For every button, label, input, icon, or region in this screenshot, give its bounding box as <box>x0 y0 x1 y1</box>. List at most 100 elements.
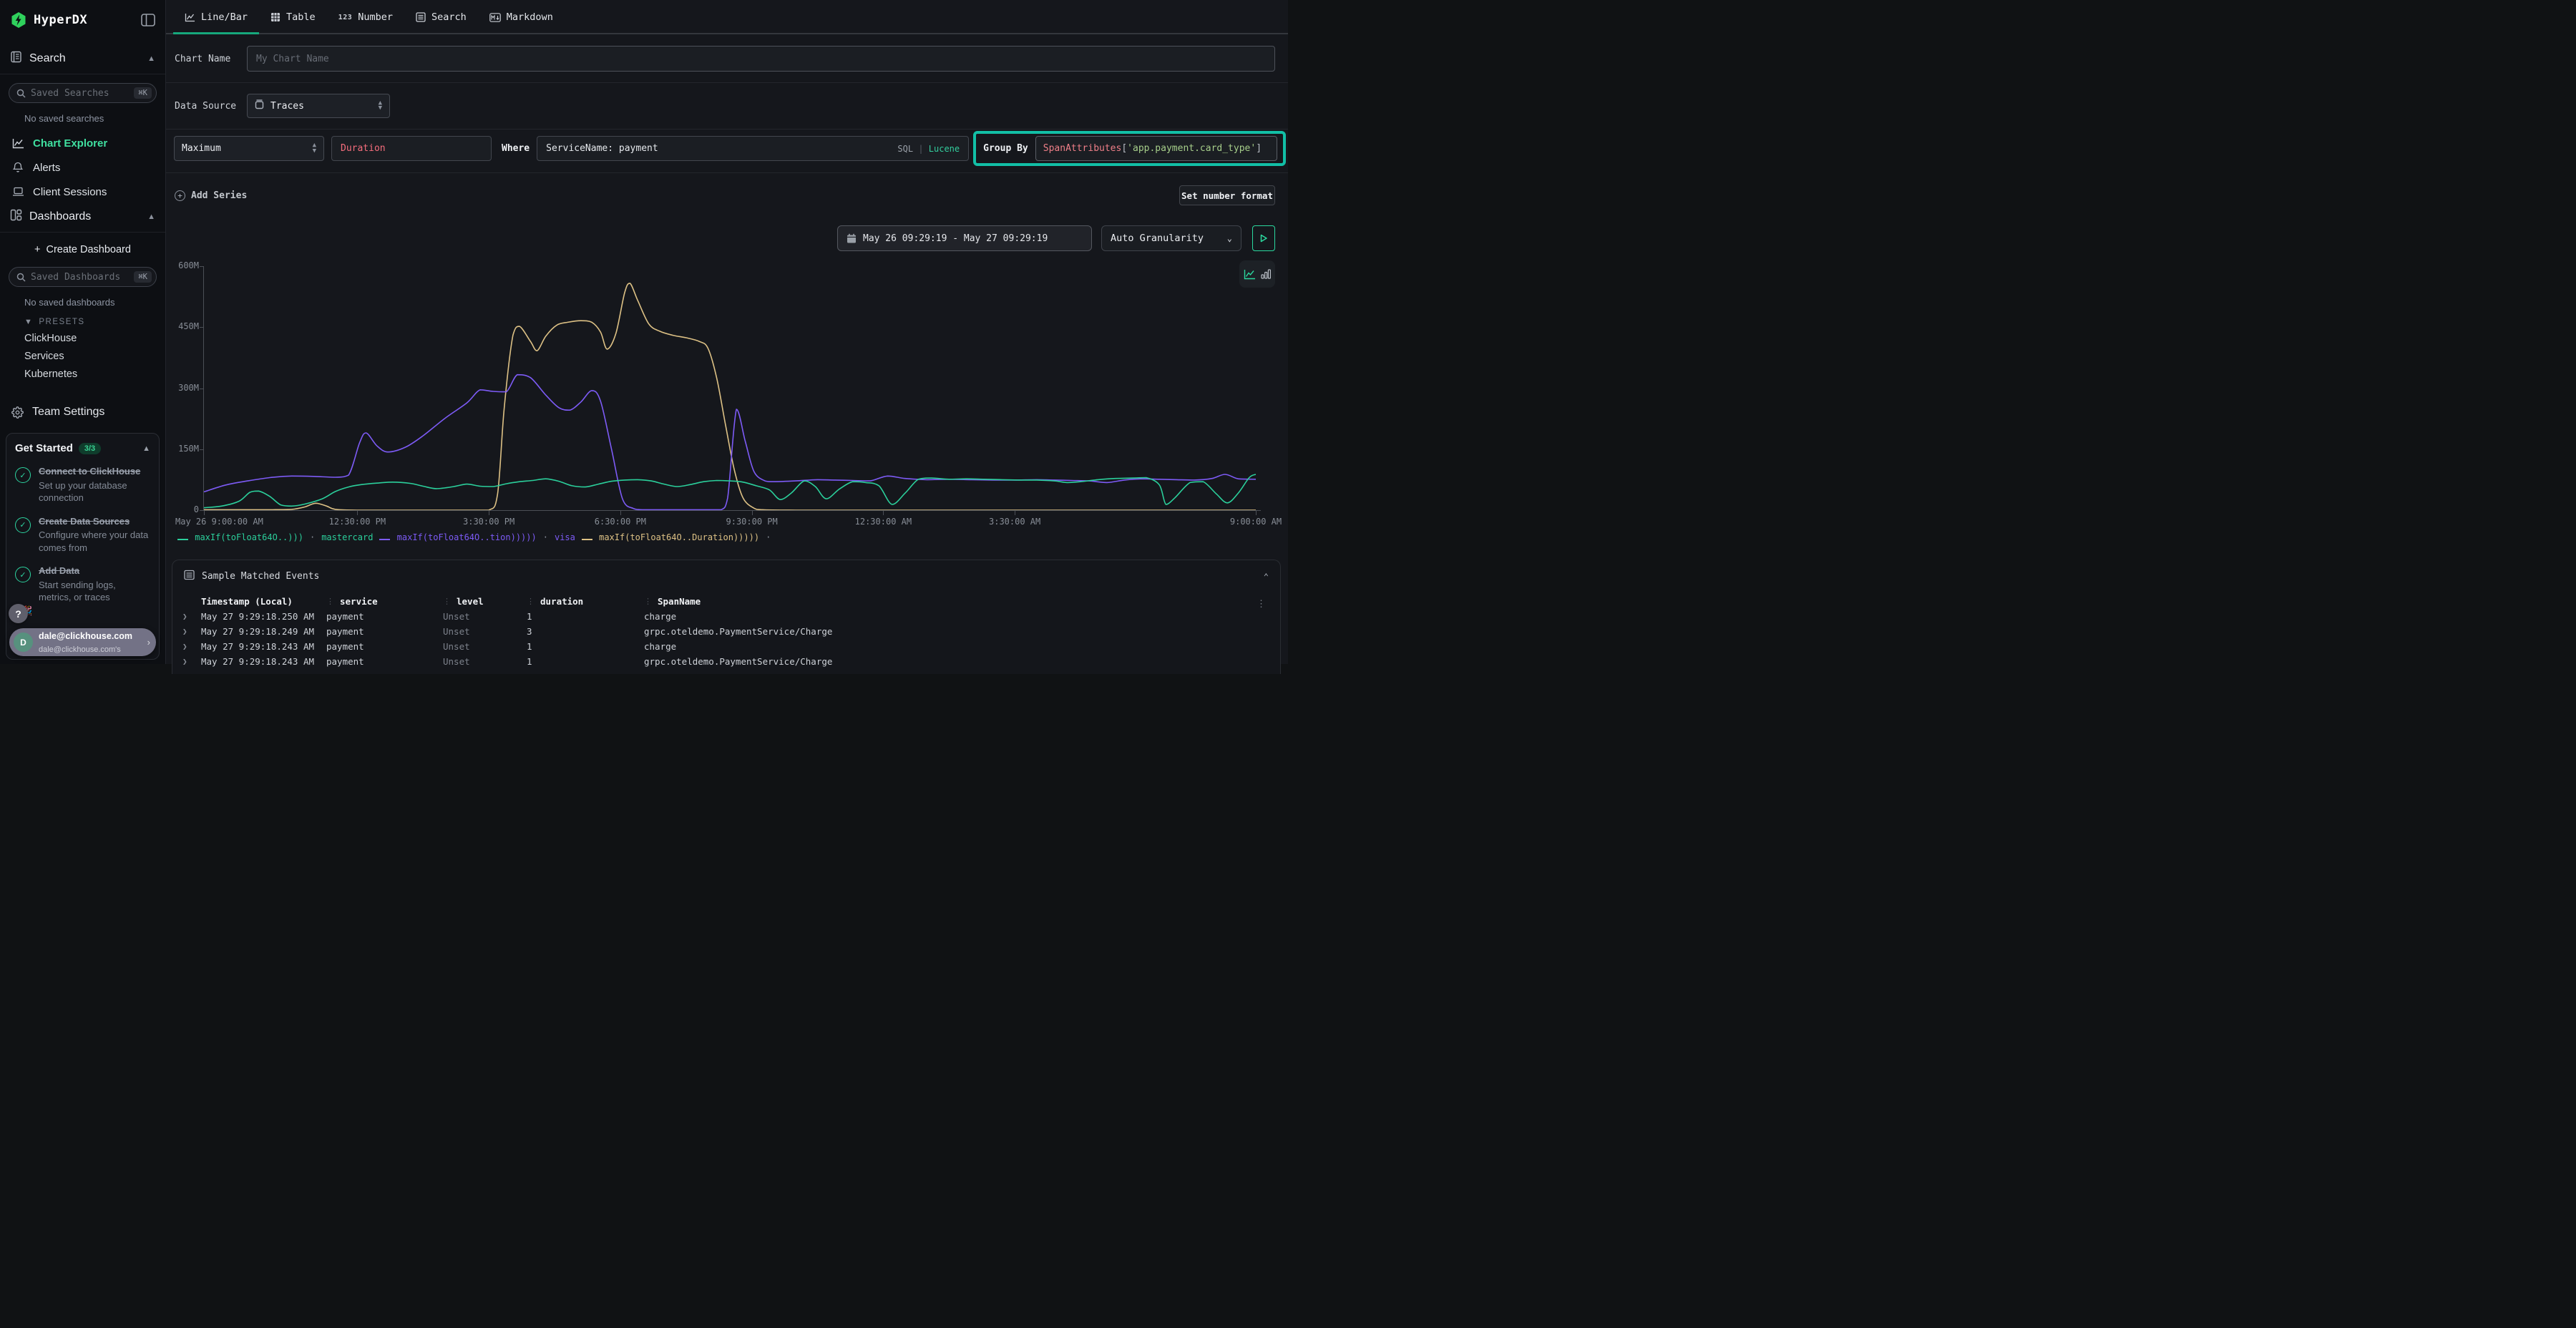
legend-swatch <box>581 539 592 540</box>
x-axis-tick <box>357 510 358 515</box>
table-row[interactable]: ❯ May 27 9:29:18.243 AM payment Unset 1 charg… <box>172 639 1280 654</box>
get-started-items: ✓ Connect to ClickHouse Set up your databa… <box>15 465 150 604</box>
x-axis-tick-label: 9:30:00 PM <box>726 517 778 527</box>
where-label: Where <box>502 143 530 154</box>
tab-markdown[interactable]: Markdown <box>478 0 565 34</box>
presets-toggle[interactable]: ▼ PRESETS <box>24 318 85 326</box>
legend-group-value[interactable]: visa <box>554 532 575 542</box>
tab-number[interactable]: 123 Number <box>327 0 404 34</box>
checklist-item-desc: Configure where your data comes from <box>39 529 149 553</box>
legend-item[interactable]: maxIf(toFloat64O..))) <box>177 532 303 542</box>
group-by-input[interactable]: SpanAttributes['app.payment.card_type'] <box>1035 136 1277 161</box>
table-row[interactable]: ❯ May 27 9:29:18.250 AM payment Unset 1 charg… <box>172 609 1280 624</box>
series-line-visa <box>204 374 1256 510</box>
sidebar-section-dashboards[interactable]: Dashboards ▲ <box>0 208 165 233</box>
dashboards-icon <box>10 209 22 225</box>
sidebar-item-label: Client Sessions <box>33 185 107 198</box>
sidebar-section-search[interactable]: Search ▲ <box>0 50 165 74</box>
column-header-timestamp-local-[interactable]: Timestamp (Local) <box>201 596 326 607</box>
sidebar-item-client-sessions[interactable]: Client Sessions <box>0 181 165 202</box>
row-expand-chevron-icon[interactable]: ❯ <box>182 657 187 666</box>
line-chart-canvas[interactable] <box>204 266 1256 510</box>
sidebar-item-alerts[interactable]: Alerts <box>0 157 165 178</box>
row-expand-chevron-icon[interactable]: ❯ <box>182 627 187 636</box>
chart-legend: maxIf(toFloat64O..))) · mastercard maxIf(t… <box>177 532 771 542</box>
kebab-menu-icon[interactable]: ⋮ <box>1257 599 1266 610</box>
bell-icon <box>11 162 24 173</box>
table-row[interactable]: ❯ May 27 9:29:18.243 AM payment Unset 1 grpc.… <box>172 654 1280 669</box>
set-number-format-button[interactable]: Set number format <box>1179 185 1275 205</box>
checklist-item[interactable]: ✓ Create Data Sources Configure where your… <box>15 515 150 555</box>
bar-chart-toggle-icon[interactable] <box>1261 269 1271 279</box>
x-axis-line <box>203 510 1261 511</box>
help-button[interactable]: ? <box>9 604 28 623</box>
column-resize-handle[interactable]: ⋮ <box>527 596 535 606</box>
cell-duration: 1 <box>527 641 532 652</box>
create-dashboard-button[interactable]: + Create Dashboard <box>34 244 131 255</box>
legend-item[interactable]: maxIf(toFloat64O..tion))))) <box>379 532 537 542</box>
checklist-item[interactable]: ✓ Add Data Start sending logs, metrics, or… <box>15 565 150 604</box>
saved-dashboards-input[interactable]: Saved Dashboards ⌘K <box>9 267 157 287</box>
checklist-item[interactable]: ✓ Connect to ClickHouse Set up your databa… <box>15 465 150 504</box>
field-input[interactable]: Duration <box>331 136 492 161</box>
column-header-service[interactable]: ⋮ service <box>326 596 443 607</box>
tab-label: Number <box>358 11 394 23</box>
preset-services[interactable]: Services <box>24 351 64 362</box>
user-menu[interactable]: D dale@clickhouse.com dale@clickhouse.co… <box>9 628 156 656</box>
line-chart-toggle-icon[interactable] <box>1244 269 1256 280</box>
series-actions-row: + Add Series Set number format <box>175 185 1275 205</box>
cell-level: Unset <box>443 641 470 652</box>
data-source-select[interactable]: Traces ▲ ▼ <box>247 94 390 118</box>
table-row[interactable]: ❯ May 27 9:29:18.249 AM payment Unset 3 grpc.… <box>172 624 1280 639</box>
y-axis-tick <box>200 510 204 511</box>
language-lucene-option[interactable]: Lucene <box>928 143 960 154</box>
preset-kubernetes[interactable]: Kubernetes <box>24 368 78 380</box>
saved-searches-input[interactable]: Saved Searches ⌘K <box>9 83 157 103</box>
tab-search[interactable]: Search <box>404 0 478 34</box>
sidebar-item-team-settings[interactable]: Team Settings <box>0 406 165 419</box>
aggregation-select[interactable]: Maximum ▲ ▼ <box>174 136 324 161</box>
y-axis-tick <box>200 266 204 267</box>
sidebar-item-chart-explorer[interactable]: Chart Explorer <box>0 132 165 154</box>
view-tabs: Line/Bar Table 123 Number Search Markdown <box>166 0 1288 34</box>
chevron-up-icon[interactable]: ⌃ <box>1263 571 1269 582</box>
series-line-unset <box>204 283 1256 510</box>
column-header-spanname[interactable]: ⋮ SpanName <box>644 596 1280 607</box>
sidebar-collapse-icon[interactable] <box>141 14 155 26</box>
column-header-duration[interactable]: ⋮ duration <box>527 596 644 607</box>
date-range-input[interactable]: May 26 09:29:19 - May 27 09:29:19 <box>837 225 1092 251</box>
add-series-button[interactable]: + Add Series <box>175 190 247 201</box>
cell-timestamp-local-: May 27 9:29:18.243 AM <box>201 641 315 652</box>
legend-series-name: maxIf(toFloat64O..Duration))))) <box>593 532 760 542</box>
legend-series-name: maxIf(toFloat64O..tion))))) <box>391 532 537 542</box>
check-circle-icon: ✓ <box>15 517 31 533</box>
chart-name-input[interactable] <box>247 46 1275 72</box>
no-saved-searches-note: No saved searches <box>24 113 104 124</box>
column-resize-handle[interactable]: ⋮ <box>443 596 451 606</box>
column-header-level[interactable]: ⋮ level <box>443 596 527 607</box>
preset-clickhouse[interactable]: ClickHouse <box>24 333 77 344</box>
column-resize-handle[interactable]: ⋮ <box>644 596 652 606</box>
row-expand-chevron-icon[interactable]: ❯ <box>182 612 187 621</box>
language-sql-option[interactable]: SQL <box>897 143 914 154</box>
app-title: HyperDX <box>34 13 88 27</box>
legend-separator: · <box>309 532 316 542</box>
legend-group-value[interactable]: mastercard <box>321 532 374 542</box>
tab-table[interactable]: Table <box>259 0 327 34</box>
legend-item[interactable]: maxIf(toFloat64O..Duration))))) <box>581 532 760 542</box>
x-axis-tick-label: 12:30:00 AM <box>854 517 912 527</box>
cell-spanname: grpc.oteldemo.PaymentService/Charge <box>644 626 833 637</box>
tab-line-bar[interactable]: Line/Bar <box>173 0 260 34</box>
sample-matched-events-panel: Sample Matched Events ⌃ ⋮ Timestamp (Loc… <box>172 560 1281 674</box>
column-resize-handle[interactable]: ⋮ <box>326 596 334 606</box>
row-expand-chevron-icon[interactable]: ❯ <box>182 642 187 651</box>
column-header-label: service <box>340 595 378 607</box>
where-input[interactable]: ServiceName: payment SQL | Lucene <box>537 136 970 161</box>
updown-chevrons-icon: ▲ ▼ <box>378 99 382 112</box>
chevron-up-icon[interactable]: ▲ <box>142 444 150 453</box>
granularity-select[interactable]: Auto Granularity ⌄ <box>1101 225 1241 251</box>
no-saved-dashboards-note: No saved dashboards <box>24 297 115 308</box>
chart-name-row: Chart Name <box>175 46 1275 72</box>
avatar: D <box>14 633 33 652</box>
run-query-button[interactable] <box>1252 225 1275 251</box>
